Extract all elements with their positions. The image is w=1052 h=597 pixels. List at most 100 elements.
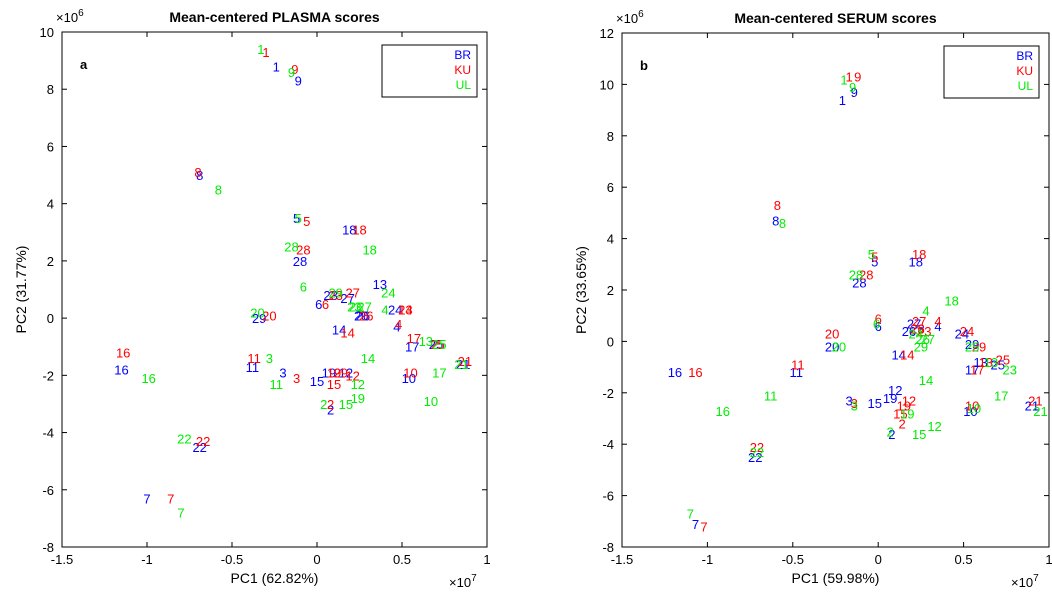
data-point-label: 27 [920, 332, 934, 347]
data-point-label: 28 [859, 268, 873, 283]
data-point-label: 12 [345, 368, 359, 383]
data-point-label: 23 [328, 288, 342, 303]
y-tick-label: -2 [602, 386, 614, 401]
data-point-label: 26 [349, 300, 363, 315]
y-tick-label: -4 [42, 426, 54, 441]
panel-label: b [640, 58, 648, 73]
data-point-label: 7 [167, 491, 174, 506]
y-tick-label: -4 [602, 437, 614, 452]
data-point-label: 16 [141, 371, 155, 386]
data-point-label: 25 [429, 337, 443, 352]
series-KU: 1234567891011121314151617181920212223242… [116, 45, 472, 506]
data-point-label: 3 [851, 399, 858, 414]
data-point-label: 12 [902, 394, 916, 409]
legend-entry: UL [456, 78, 472, 92]
y-tick-label: 10 [40, 25, 54, 40]
data-point-label: 7 [143, 491, 150, 506]
data-point-label: 27 [907, 316, 921, 331]
data-point-label: 1 [840, 72, 847, 87]
data-point-label: 27 [912, 314, 926, 329]
data-point-label: 12 [339, 365, 353, 380]
data-point-label: 29 [252, 311, 266, 326]
data-point-label: 29 [328, 285, 342, 300]
y-multiplier-base: ×10 [56, 10, 78, 25]
data-point-label: 13 [984, 355, 998, 370]
y-tick-label: -6 [42, 483, 54, 498]
data-point-label: 12 [927, 419, 941, 434]
data-point-label: 7 [700, 519, 707, 534]
data-point-label: 17 [965, 363, 979, 378]
data-point-label: 16 [114, 363, 128, 378]
data-point-label: 6 [875, 311, 882, 326]
data-point-label: 21 [458, 354, 472, 369]
data-point-label: 9 [851, 85, 858, 100]
data-point-label: 5 [295, 211, 302, 226]
chart-panel-a: Mean-centered PLASMA scores×106×107-1.5-… [13, 8, 491, 590]
data-point-label: 25 [965, 340, 979, 355]
data-point-label: 2 [327, 397, 334, 412]
data-point-label: 5 [868, 247, 875, 262]
data-point-label: 27 [340, 291, 354, 306]
x-tick-label: -1.5 [611, 552, 633, 567]
chart-title: Mean-centered PLASMA scores [169, 9, 380, 25]
data-point-label: 23 [323, 288, 337, 303]
data-point-label: 5 [293, 211, 300, 226]
data-point-label: 11 [791, 358, 805, 373]
data-point-label: 18 [912, 247, 926, 262]
data-point-label: 11 [247, 351, 261, 366]
legend-entry: BR [454, 48, 471, 62]
data-point-label: 26 [915, 332, 929, 347]
y-tick-label: 2 [607, 283, 614, 298]
data-point-label: 25 [432, 337, 446, 352]
data-point-label: 3 [266, 351, 273, 366]
data-point-label: 14 [332, 323, 346, 338]
data-point-label: 28 [849, 268, 863, 283]
data-point-label: 19 [897, 399, 911, 414]
y-tick-label: 6 [607, 180, 614, 195]
data-point-label: 27 [345, 285, 359, 300]
data-point-label: 8 [215, 182, 222, 197]
x-tick-label: 1 [483, 552, 490, 567]
y-tick-label: 0 [607, 334, 614, 349]
data-point-label: 21 [456, 357, 470, 372]
y-tick-label: 6 [47, 139, 54, 154]
data-point-label: 13 [973, 355, 987, 370]
data-point-label: 4 [934, 319, 941, 334]
y-tick-label: 4 [47, 197, 54, 212]
data-point-label: 29 [972, 340, 986, 355]
data-point-label: 12 [351, 377, 365, 392]
data-point-label: 22 [748, 450, 762, 465]
x-multiplier-exponent: 7 [471, 573, 477, 584]
data-point-label: 9 [854, 70, 861, 85]
data-point-label: 20 [825, 340, 839, 355]
y-tick-label: 10 [600, 77, 614, 92]
data-point-label: 21 [1033, 404, 1047, 419]
y-tick-label: -8 [602, 540, 614, 555]
data-point-label: 22 [196, 434, 210, 449]
y-tick-label: -8 [42, 540, 54, 555]
data-point-label: 7 [687, 507, 694, 522]
data-point-label: 29 [965, 337, 979, 352]
data-point-label: 27 [357, 300, 371, 315]
data-point-label: 7 [692, 517, 699, 532]
data-point-label: 17 [970, 363, 984, 378]
data-point-label: 1 [257, 42, 264, 57]
data-point-label: 15 [310, 374, 324, 389]
x-tick-label: 0.5 [955, 552, 973, 567]
data-point-label: 26 [910, 322, 924, 337]
data-point-label: 19 [351, 391, 365, 406]
data-point-label: 24 [960, 324, 974, 339]
data-point-label: 15 [912, 427, 926, 442]
data-point-label: 3 [851, 396, 858, 411]
data-point-label: 19 [322, 365, 336, 380]
x-tick-label: 0 [875, 552, 882, 567]
data-point-label: 1 [846, 70, 853, 85]
data-point-label: 29 [914, 340, 928, 355]
data-point-label: 15 [339, 397, 353, 412]
y-tick-label: -6 [602, 489, 614, 504]
data-point-label: 11 [789, 365, 803, 380]
data-point-label: 19 [900, 406, 914, 421]
